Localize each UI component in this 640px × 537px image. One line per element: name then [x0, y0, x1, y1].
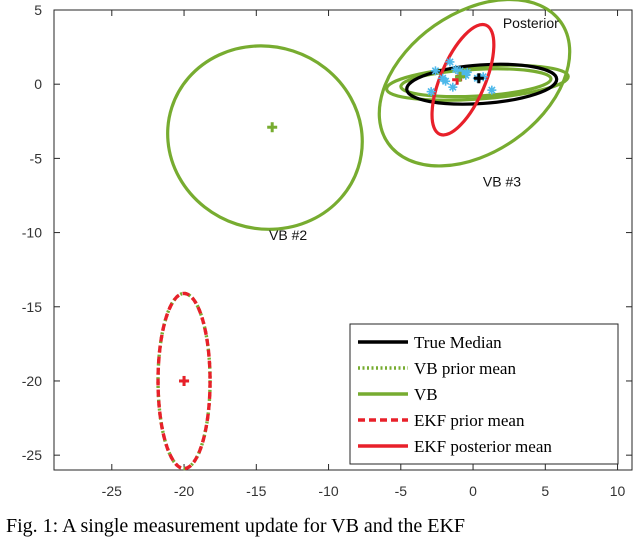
vb-2-center-marker — [267, 122, 278, 133]
figure-caption: Fig. 1: A single measurement update for … — [6, 515, 466, 537]
x-tick-label: 5 — [541, 483, 549, 499]
sample-marker — [430, 66, 440, 76]
sample-marker — [441, 76, 451, 86]
annotation-label: VB #2 — [269, 227, 307, 243]
x-tick-label: 0 — [469, 483, 477, 499]
vb-3-large-ellipse — [377, 0, 572, 168]
y-tick-label: -25 — [22, 447, 42, 463]
legend: True Median VB prior mean VB EKF prior mean… — [349, 323, 619, 465]
x-tick-label: 10 — [610, 483, 626, 499]
x-tick-label: -5 — [395, 483, 408, 499]
annotation-label: Posterior — [503, 15, 559, 31]
ekf-prior-center-marker — [179, 375, 190, 386]
vb-posterior-center-marker — [455, 71, 466, 82]
y-tick-label: -5 — [30, 150, 43, 166]
y-tick-label: -10 — [22, 225, 42, 241]
sample-marker — [448, 82, 458, 92]
x-tick-label: -10 — [318, 483, 338, 499]
vb-2-ellipse — [166, 44, 364, 231]
sample-marker — [455, 66, 465, 76]
vb-3-small-ellipse — [399, 67, 553, 99]
legend-label: VB — [414, 385, 438, 404]
axes-box — [53, 9, 633, 471]
annotation-label: VB #3 — [483, 174, 521, 190]
plot-area: -25 -20 -15 -10 -5 0 5 10 5 0 -5 -10 -15 -20 -25 Poster… — [22, 0, 633, 499]
ekf-prior-ellipse — [156, 291, 212, 471]
true-median-center-marker — [473, 73, 484, 84]
sample-marker — [487, 85, 497, 95]
x-tick-label: -15 — [246, 483, 266, 499]
true-median-ellipse — [405, 62, 559, 106]
legend-label: EKF posterior mean — [414, 437, 552, 456]
ekf-posterior-ellipse — [430, 22, 496, 137]
x-tick-label: -20 — [174, 483, 194, 499]
vb-ekf-figure: -25 -20 -15 -10 -5 0 5 10 5 0 -5 -10 -15 -20 -25 Poster… — [22, 0, 633, 499]
y-tick-label: -15 — [22, 299, 42, 315]
y-tick-label: 5 — [34, 2, 42, 18]
y-tick-label: -20 — [22, 373, 42, 389]
legend-label: True Median — [414, 333, 502, 352]
legend-label: VB prior mean — [414, 359, 516, 378]
y-tick-label: 0 — [34, 76, 42, 92]
x-tick-label: -25 — [102, 483, 122, 499]
sample-marker — [426, 87, 436, 97]
legend-label: EKF prior mean — [414, 411, 525, 430]
sample-marker — [445, 57, 455, 67]
